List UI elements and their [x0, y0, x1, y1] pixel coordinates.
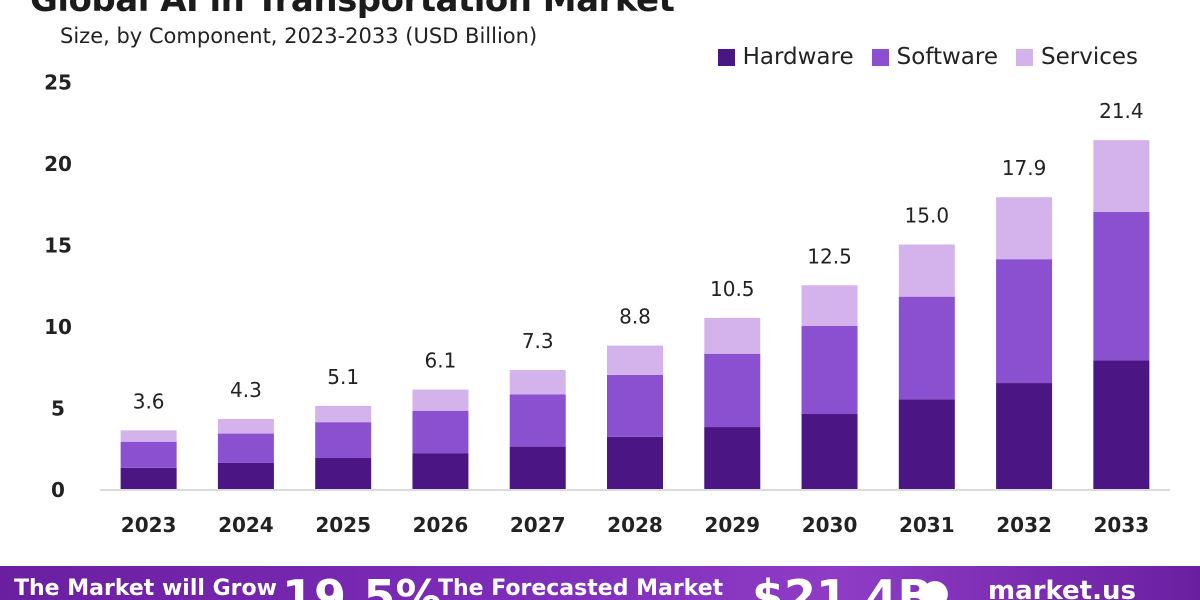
bar-segment-services-2023 — [120, 430, 177, 442]
y-tick-label: 0 — [51, 478, 65, 502]
x-tick-label: 2023 — [121, 513, 177, 537]
banner-forecast-value: $21.4B — [752, 570, 933, 600]
bar-segment-software-2029 — [704, 353, 761, 428]
bar-segment-services-2026 — [412, 389, 469, 411]
x-tick-label: 2033 — [1094, 513, 1150, 537]
bar-segment-software-2033 — [1093, 211, 1150, 361]
bar-segment-hardware-2026 — [412, 453, 469, 489]
bar-segment-hardware-2029 — [704, 427, 761, 489]
bar-segment-services-2030 — [801, 285, 858, 326]
x-tick-label: 2030 — [802, 513, 858, 537]
bar-total-label: 8.8 — [619, 305, 651, 329]
bar-total-label: 5.1 — [327, 365, 359, 389]
bar-segment-services-2033 — [1093, 140, 1150, 212]
bar-segment-software-2027 — [509, 394, 566, 447]
bar-segment-services-2032 — [996, 197, 1053, 260]
bar-segment-services-2028 — [607, 345, 663, 375]
bar-total-label: 4.3 — [230, 378, 262, 402]
bar-segment-software-2023 — [120, 441, 177, 468]
bar-segment-services-2025 — [315, 405, 372, 423]
bar-segment-services-2027 — [509, 370, 566, 395]
bar-segment-hardware-2025 — [315, 458, 372, 489]
bar-segment-hardware-2033 — [1093, 360, 1150, 489]
banner-brand: market.us — [988, 576, 1136, 600]
bar-segment-services-2024 — [217, 418, 274, 434]
bar-segment-software-2028 — [607, 374, 663, 437]
market-us-logo-icon: ●​ — [920, 572, 950, 600]
x-tick-label: 2026 — [413, 513, 469, 537]
bar-total-label: 17.9 — [1002, 156, 1047, 180]
bar-segment-hardware-2027 — [509, 446, 566, 489]
bar-segment-hardware-2032 — [996, 383, 1053, 489]
bar-total-label: 15.0 — [905, 204, 950, 228]
x-tick-label: 2032 — [996, 513, 1052, 537]
x-tick-label: 2029 — [704, 513, 760, 537]
legend-label-software: Software — [896, 44, 998, 70]
y-tick-label: 20 — [44, 152, 72, 176]
bar-segment-software-2031 — [898, 296, 955, 400]
x-tick-label: 2024 — [218, 513, 274, 537]
bar-segment-services-2031 — [898, 244, 955, 297]
bar-segment-hardware-2023 — [120, 467, 177, 489]
legend-item-services: Services — [1016, 44, 1138, 70]
banner-forecast-text: The Forecasted Market — [438, 576, 724, 600]
legend-swatch-services — [1016, 48, 1033, 66]
x-tick-label: 2027 — [510, 513, 566, 537]
stacked-bar-chart: 05101520253.620234.320245.120256.120267.… — [44, 71, 1170, 537]
bar-segment-hardware-2031 — [898, 399, 955, 489]
bar-total-label: 7.3 — [522, 329, 554, 353]
legend-swatch-hardware — [717, 48, 735, 66]
legend-item-software: Software — [871, 44, 998, 70]
banner-grow-text: The Market will Grow — [14, 576, 277, 600]
y-tick-label: 10 — [44, 315, 72, 339]
chart-title: Global AI in Transportation Market — [30, 0, 675, 20]
bar-segment-hardware-2024 — [217, 462, 274, 489]
bar-segment-software-2030 — [801, 326, 858, 415]
x-tick-label: 2028 — [607, 513, 663, 537]
x-tick-label: 2031 — [899, 513, 955, 537]
bar-segment-software-2026 — [412, 410, 469, 454]
bar-total-label: 3.6 — [133, 389, 165, 413]
bar-total-label: 12.5 — [807, 244, 852, 268]
legend-label-hardware: Hardware — [742, 44, 854, 70]
legend-item-hardware: Hardware — [717, 44, 854, 70]
bar-segment-services-2029 — [704, 317, 761, 354]
summary-banner: The Market will Grow 19.5% The Forecaste… — [0, 566, 1200, 600]
bar-total-label: 6.1 — [425, 349, 457, 373]
bar-total-label: 21.4 — [1099, 99, 1144, 123]
y-tick-label: 25 — [44, 71, 72, 95]
bar-segment-hardware-2030 — [801, 414, 858, 489]
x-tick-label: 2025 — [315, 513, 371, 537]
bar-segment-software-2032 — [996, 259, 1053, 384]
chart-subtitle: Size, by Component, 2023-2033 (USD Billi… — [60, 24, 538, 48]
bar-segment-software-2024 — [217, 433, 274, 463]
banner-cagr: 19.5% — [282, 570, 442, 600]
y-tick-label: 15 — [44, 234, 72, 258]
y-tick-label: 5 — [51, 397, 65, 421]
bar-total-label: 10.5 — [710, 277, 755, 301]
bar-segment-hardware-2028 — [607, 436, 663, 489]
legend-label-services: Services — [1041, 44, 1138, 70]
bar-segment-software-2025 — [315, 422, 372, 459]
legend-swatch-software — [871, 48, 889, 66]
chart-legend: Hardware Software Services — [717, 44, 1138, 70]
